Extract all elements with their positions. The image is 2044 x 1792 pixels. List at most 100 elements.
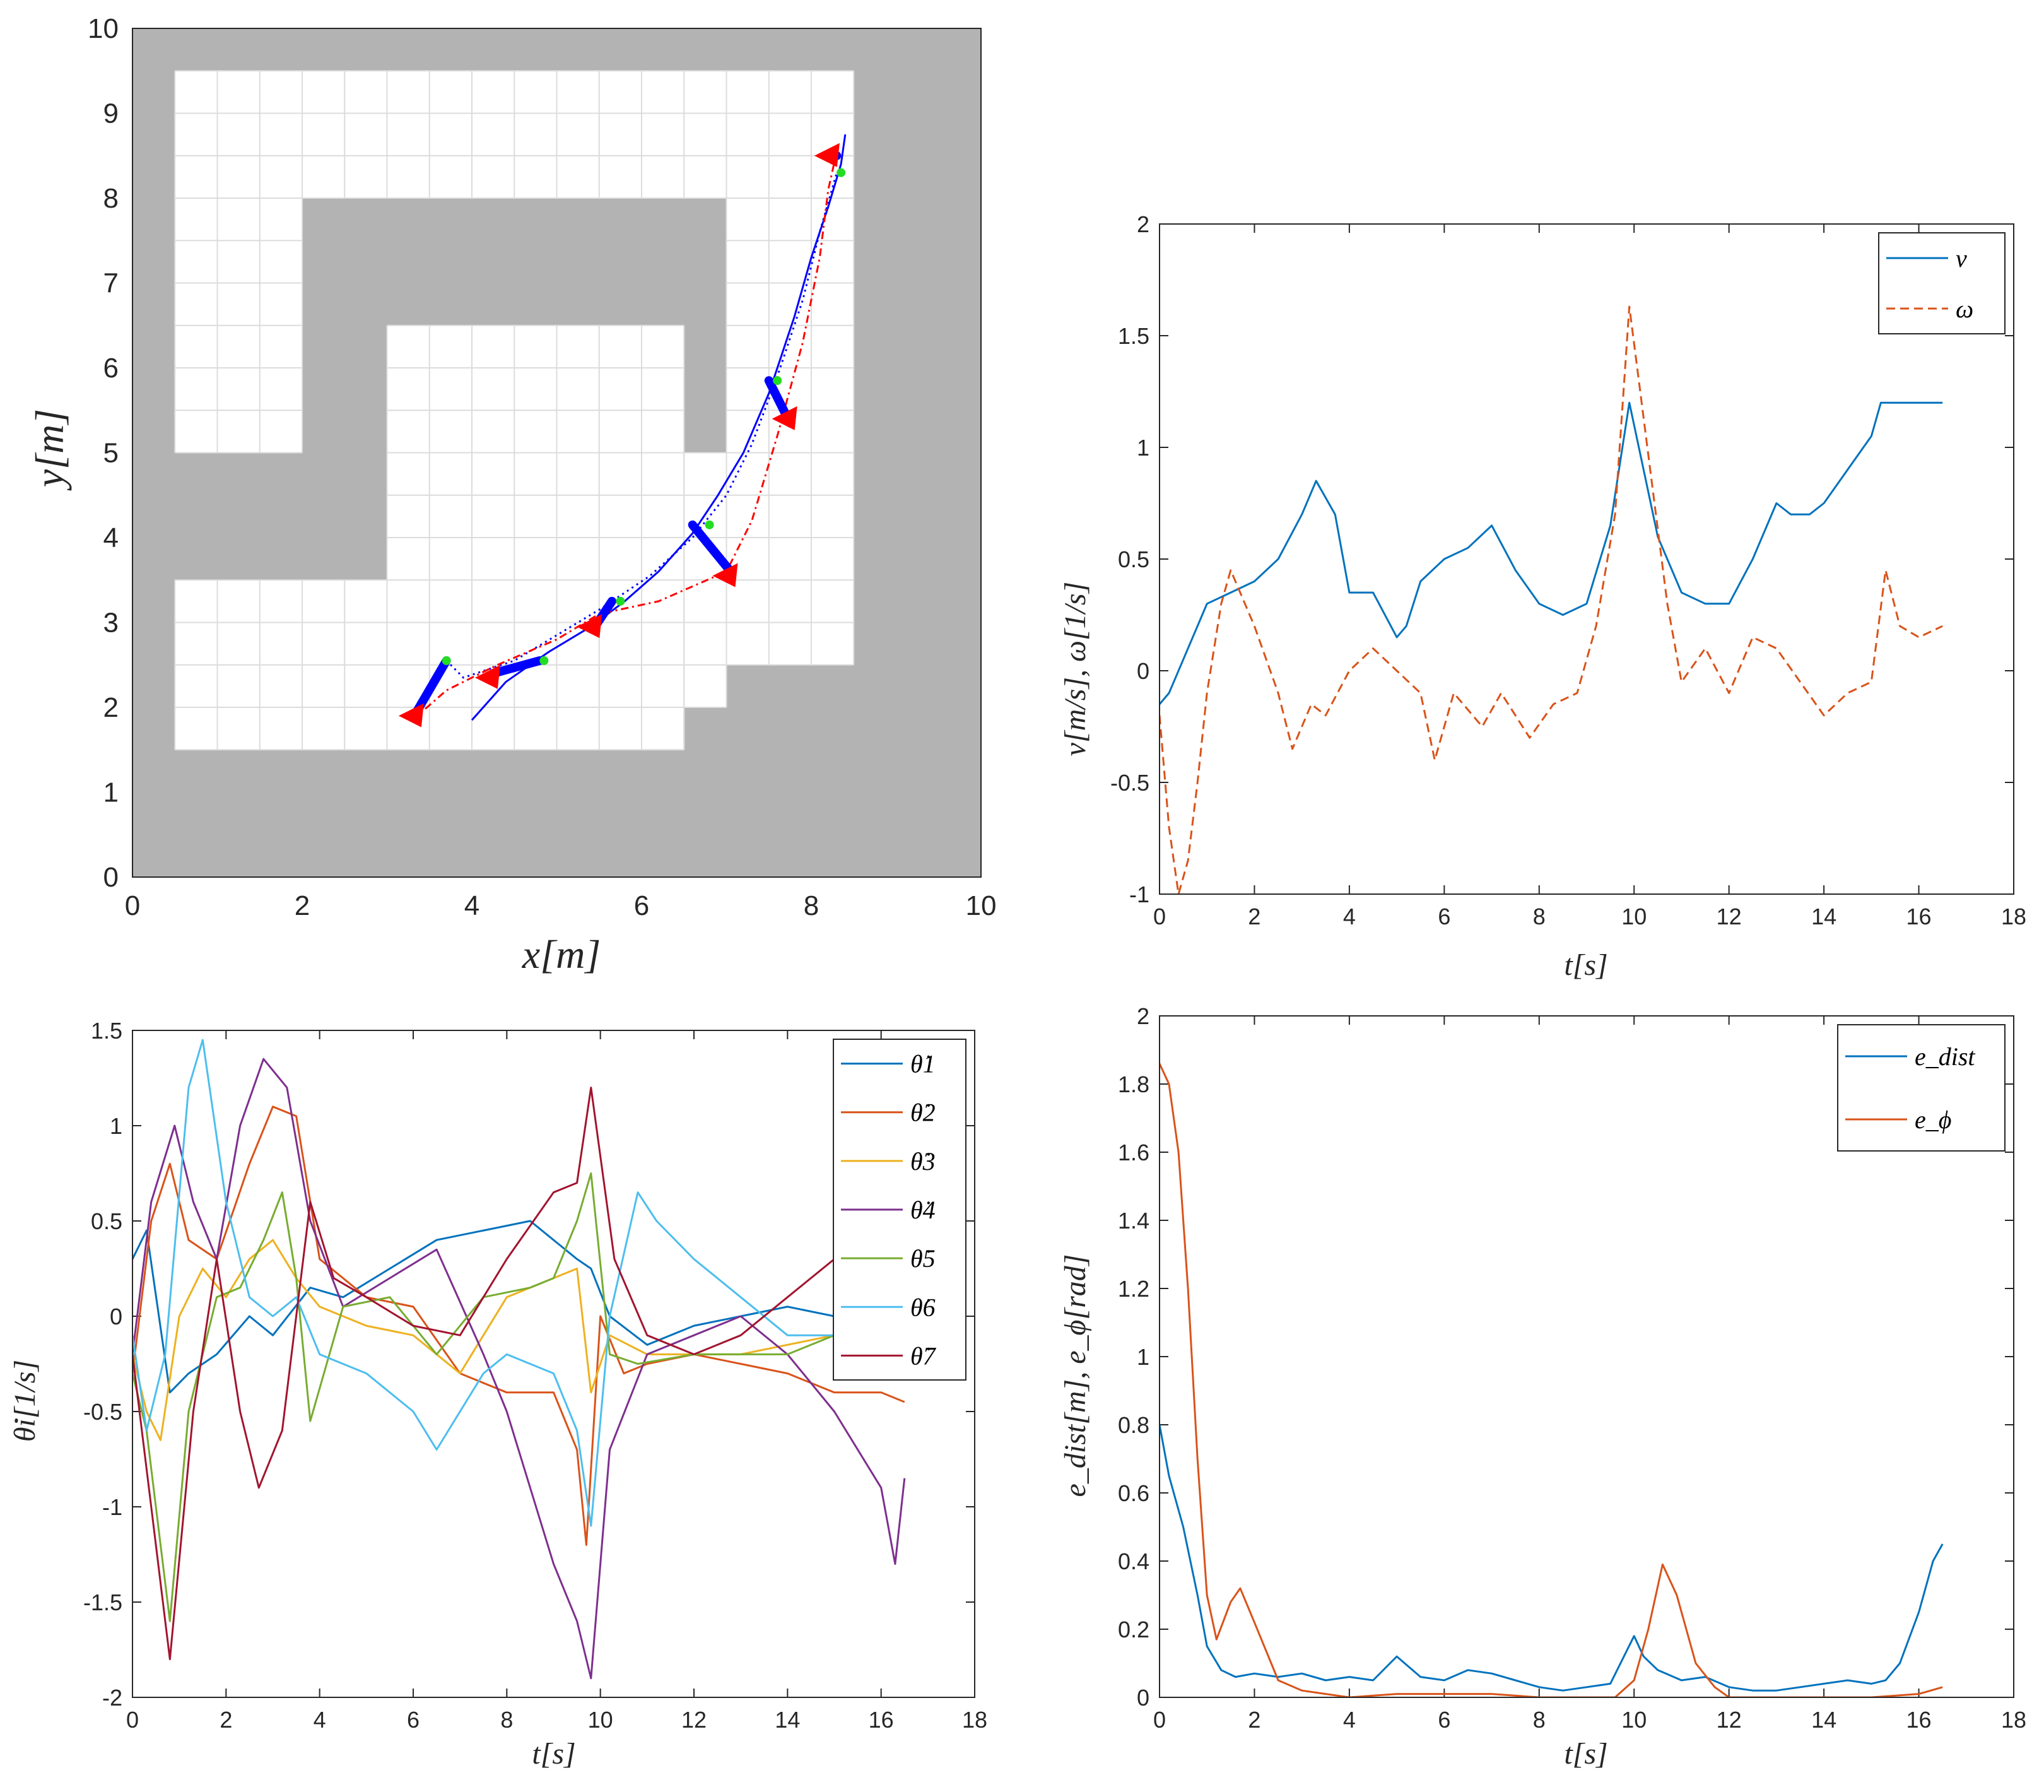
joint-rate-ylabel: θ̇i[1/s] — [8, 1360, 42, 1442]
velocity-panel: t[s] v[m/s], ω[1/s] — [1059, 582, 1608, 982]
joint-rates-legend-label: θ̇6 — [910, 1293, 936, 1321]
map-target-marker — [442, 656, 451, 666]
joint-rates-xtick-label: 6 — [407, 1707, 420, 1733]
errors-axes: 0 2 4 6 8 10 12 14 16 18 0 0.2 0.4 0.6 0.8 1 1.2 1.4 1.6 1.… — [1118, 1003, 2026, 1733]
joint-rates-xtick-label: 2 — [220, 1707, 232, 1733]
map-xtick-label: 6 — [634, 890, 649, 921]
errors-ytick-label: 0.8 — [1118, 1412, 1149, 1438]
joint-rates-legend-label: θ̇1 — [910, 1050, 936, 1078]
joint-rates-xtick-label: 0 — [126, 1707, 139, 1733]
map-ytick-label: 9 — [103, 98, 119, 129]
map-ytick-label: 1 — [103, 777, 119, 808]
map-ytick-label: 0 — [103, 862, 119, 893]
joint-rates-ytick-label: 0 — [110, 1304, 122, 1329]
errors-ytick-label: 2 — [1137, 1003, 1149, 1029]
joint-rates-legend-label: θ̇2 — [910, 1099, 936, 1127]
errors-ytick-label: 1 — [1137, 1344, 1149, 1370]
joint-rate-xlabel: t[s] — [532, 1737, 575, 1771]
velocities-ytick-label: 1 — [1137, 435, 1149, 461]
joint-rates-series-line — [132, 1039, 882, 1527]
joint-rates-ytick-label: 1.5 — [91, 1018, 122, 1044]
map-xlabel: x[m] — [522, 932, 601, 977]
joint-rates-series-line — [132, 1220, 905, 1394]
errors-xtick-label: 2 — [1248, 1707, 1260, 1733]
velocities-xtick-label: 12 — [1717, 904, 1742, 929]
errors-frame — [1159, 1015, 2014, 1698]
map-leader-triangle — [814, 143, 840, 167]
errors-ytick-label: 0.6 — [1118, 1480, 1149, 1506]
map-panel: x[m] y[m] — [27, 409, 601, 977]
joint-rates-xtick-label: 8 — [500, 1707, 513, 1733]
errors-xtick-label: 0 — [1153, 1707, 1166, 1733]
velocities-ytick-label: 0 — [1137, 658, 1149, 684]
velocity-xlabel: t[s] — [1564, 948, 1607, 982]
errors-legend-label: e_ϕ — [1915, 1105, 1951, 1134]
velocities-ytick-label: 1.5 — [1118, 323, 1149, 349]
joint-rates-ytick-label: -2 — [102, 1685, 122, 1711]
joint-rates-ytick-label: -1 — [102, 1494, 122, 1520]
joint-rates-series-group — [132, 1039, 906, 1680]
joint-rates-ytick-label: -0.5 — [83, 1399, 122, 1425]
velocities-xtick-label: 6 — [1438, 904, 1450, 929]
map-leader-triangle — [772, 406, 797, 430]
map-target-marker — [539, 656, 549, 666]
velocities-series-group — [1160, 305, 1943, 894]
map-free-cell-block — [726, 198, 854, 665]
errors-xtick-label: 8 — [1533, 1707, 1546, 1733]
errors-ytick-label: 1.8 — [1118, 1071, 1149, 1097]
joint-rates-axes: 0 2 4 6 8 10 12 14 16 18 -2 -1.5 -1 -0.5 0 0.5 1 1.5 — [83, 1018, 987, 1733]
errors-ytick-label: 1.4 — [1118, 1208, 1149, 1234]
joint-rate-panel: t[s] θ̇i[1/s] — [8, 1360, 576, 1771]
errors-ytick-label: 0 — [1137, 1685, 1149, 1711]
errors-legend-box — [1837, 1024, 2006, 1152]
map-leader-triangle — [474, 664, 500, 689]
map-grid — [174, 70, 855, 751]
map-ytick-label: 5 — [103, 438, 119, 469]
errors-xtick-label: 4 — [1343, 1707, 1356, 1733]
error-panel: t[s] e_dist[m], e_ϕ[rad] — [1059, 1254, 1608, 1771]
joint-rates-xtick-label: 16 — [869, 1707, 894, 1733]
map-leader-triangle — [712, 563, 738, 587]
velocities-xtick-label: 16 — [1906, 904, 1932, 929]
velocities-legend-box — [1878, 232, 2006, 334]
velocities-ytick-label: -1 — [1129, 881, 1149, 907]
errors-xtick-label: 6 — [1438, 1707, 1450, 1733]
map-ytick-label: 7 — [103, 268, 119, 299]
map-robot-body — [488, 656, 544, 678]
joint-rates-xtick-label: 4 — [314, 1707, 326, 1733]
map-frame — [132, 28, 982, 878]
velocities-ytick-label: -0.5 — [1110, 770, 1149, 796]
errors-ytick-label: 1.6 — [1118, 1140, 1149, 1165]
joint-rates-legend-label: θ̇3 — [910, 1147, 936, 1176]
joint-rates-ytick-label: 0.5 — [91, 1208, 122, 1234]
velocities-legend-label: ω — [1956, 295, 1973, 323]
map-xtick-label: 8 — [804, 890, 819, 921]
velocities-xtick-label: 8 — [1533, 904, 1546, 929]
error-xlabel: t[s] — [1564, 1737, 1607, 1771]
map-xtick-label: 0 — [125, 890, 140, 921]
map-xtick-label: 10 — [966, 890, 997, 921]
joint-rates-legend-label: θ̇5 — [910, 1244, 936, 1273]
velocities-xtick-label: 0 — [1153, 904, 1166, 929]
joint-rates-xtick-label: 14 — [775, 1707, 800, 1733]
joint-rates-ytick-label: 1 — [110, 1113, 122, 1139]
error-ylabel: e_dist[m], e_ϕ[rad] — [1059, 1254, 1092, 1497]
velocities-frame — [1159, 223, 2014, 895]
map-target-marker — [773, 376, 782, 386]
velocities-xtick-label: 10 — [1621, 904, 1647, 929]
map-ytick-label: 8 — [103, 183, 119, 214]
velocities-ytick-label: 0.5 — [1118, 546, 1149, 572]
map-free-space — [175, 71, 854, 750]
map-ytick-label: 3 — [103, 608, 119, 639]
map-target-marker — [616, 596, 625, 606]
map-robot-body — [688, 520, 736, 576]
errors-xtick-label: 14 — [1811, 1707, 1836, 1733]
velocities-series-line — [1160, 401, 1943, 705]
velocities-xtick-label: 14 — [1811, 904, 1836, 929]
joint-rates-legend-label: θ̇4 — [910, 1196, 936, 1224]
joint-rates-ytick-label: -1.5 — [83, 1589, 122, 1615]
velocities-legend: vω — [1878, 232, 2006, 334]
errors-xtick-label: 10 — [1621, 1707, 1647, 1733]
velocities-xtick-label: 4 — [1343, 904, 1356, 929]
